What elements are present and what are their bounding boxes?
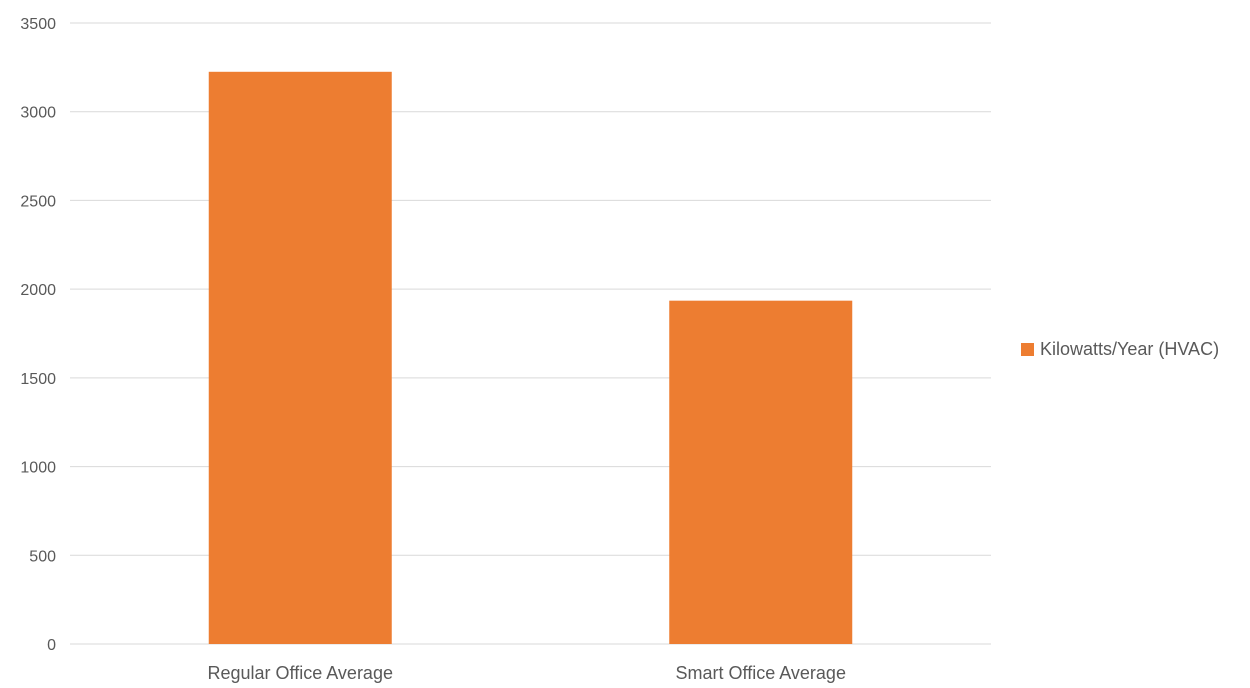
y-tick-label: 1000	[20, 460, 56, 477]
y-axis-ticks: 0 500 1000 1500 2000 2500 3000 3500	[20, 16, 56, 654]
legend: Kilowatts/Year (HVAC)	[1021, 339, 1219, 359]
y-tick-label: 2500	[20, 193, 56, 210]
legend-label: Kilowatts/Year (HVAC)	[1040, 339, 1219, 359]
y-tick-label: 3000	[20, 105, 56, 122]
bar	[669, 300, 853, 644]
y-tick-label: 1500	[20, 371, 56, 388]
x-category-label: Smart Office Average	[676, 663, 846, 683]
bars	[208, 71, 853, 645]
x-category-label: Regular Office Average	[208, 663, 393, 683]
y-tick-label: 2000	[20, 282, 56, 299]
y-tick-label: 0	[47, 637, 56, 654]
y-tick-label: 500	[29, 548, 56, 565]
y-tick-label: 3500	[20, 16, 56, 33]
gridlines	[70, 22, 991, 645]
x-axis-labels: Regular Office Average Smart Office Avera…	[208, 663, 846, 683]
bar	[208, 71, 392, 645]
legend-swatch	[1021, 343, 1034, 356]
